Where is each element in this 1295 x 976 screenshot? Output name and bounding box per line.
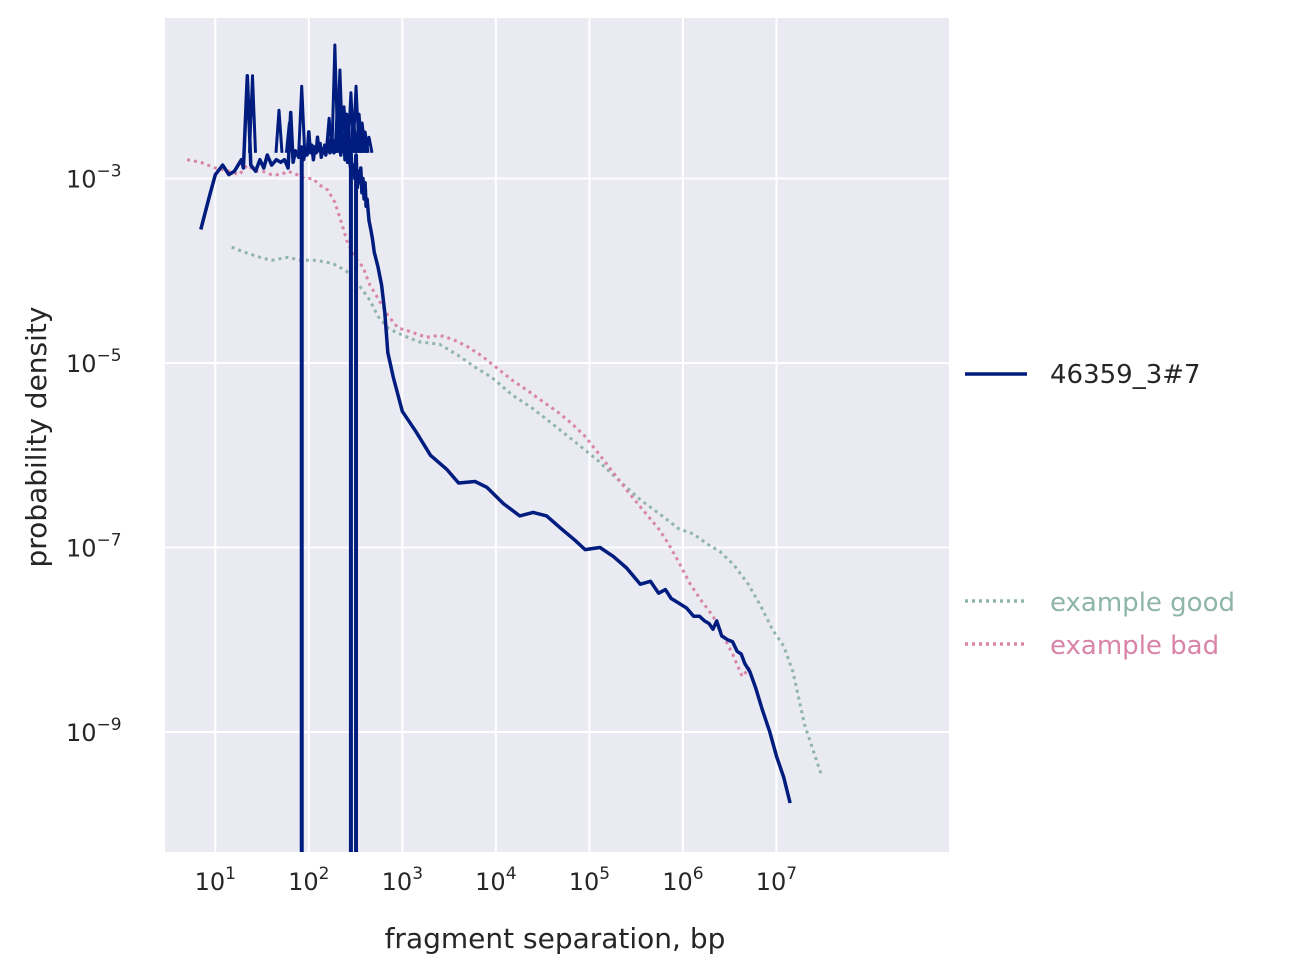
series-spike-46359-3-7-16 (364, 135, 374, 154)
series-spike-46359-3-7-0 (247, 74, 257, 153)
grid (165, 18, 949, 852)
series-line-example-bad (186, 158, 752, 678)
legend-label-example-good: example good (1050, 588, 1235, 618)
series-spike-46359-3-7-1 (274, 108, 284, 153)
x-tick-label-6: 106 (662, 864, 703, 896)
series-layer (186, 43, 823, 852)
x-tick-label-2: 102 (288, 864, 329, 896)
series-line-example-good (231, 245, 823, 775)
x-tick-labels: 101 102 103 104 105 106 107 (195, 864, 798, 896)
y-tick-labels: 10−3 10−5 10−7 10−9 (66, 162, 122, 747)
x-tick-label-3: 103 (382, 864, 423, 896)
x-tick-label-5: 105 (569, 864, 610, 896)
x-tick-label-1: 101 (195, 864, 236, 896)
legend-item-46359-3-7: 46359_3#7 (965, 360, 1201, 390)
y-tick-label-7: 10−7 (66, 531, 122, 563)
legend: 46359_3#7 example good example bad (965, 360, 1235, 661)
y-axis-title: probability density (20, 307, 53, 568)
legend-item-example-bad: example bad (965, 631, 1219, 661)
y-tick-label-3: 10−3 (66, 162, 122, 194)
x-axis-title: fragment separation, bp (385, 922, 726, 955)
y-tick-label-5: 10−5 (66, 346, 122, 378)
legend-item-example-good: example good (965, 588, 1235, 618)
legend-label-46359-3-7: 46359_3#7 (1050, 360, 1201, 390)
x-tick-label-4: 104 (475, 864, 516, 896)
series-spike-46359-3-7-3 (297, 84, 307, 153)
legend-label-example-bad: example bad (1050, 631, 1219, 661)
series-spike-46359-3-7-2 (284, 121, 294, 153)
x-tick-label-7: 107 (756, 864, 797, 896)
y-tick-label-9: 10−9 (66, 715, 122, 747)
